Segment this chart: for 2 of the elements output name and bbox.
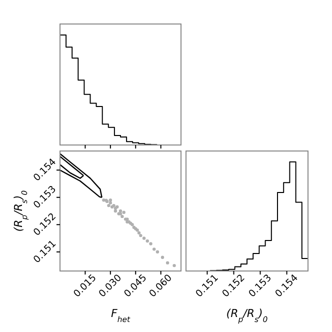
- x-axis-title: F$_{het}$: [111, 307, 131, 324]
- x-axis-title: (R$_{p}$/R$_{s}$)$_{0}$: [226, 307, 268, 324]
